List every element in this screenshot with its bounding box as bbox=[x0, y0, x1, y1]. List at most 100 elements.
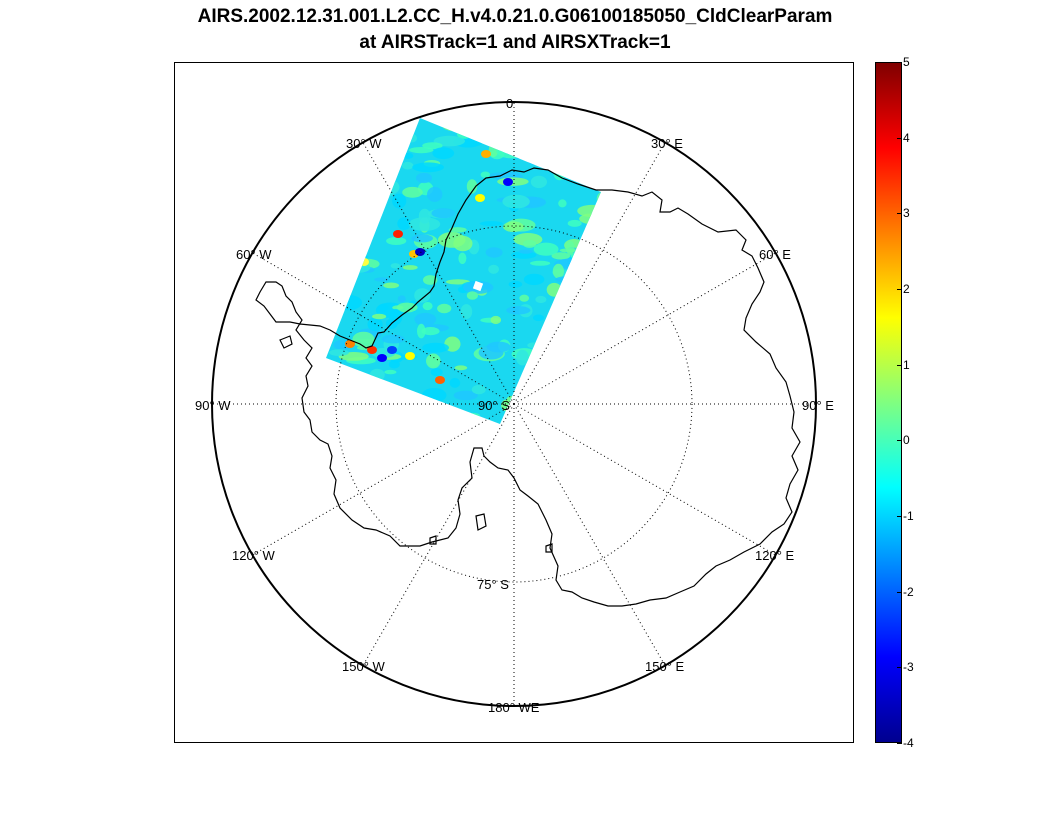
colorbar-tick-mark bbox=[897, 213, 902, 215]
swath-texture-blob bbox=[396, 302, 418, 313]
swath-texture-blob bbox=[585, 142, 601, 158]
swath-texture-blob bbox=[547, 341, 573, 353]
swath-texture-blob bbox=[352, 331, 375, 348]
swath-texture-blob bbox=[582, 361, 600, 367]
meridian-line bbox=[252, 403, 515, 556]
swath-texture-blob bbox=[532, 314, 545, 322]
swath-texture-blob bbox=[527, 342, 541, 349]
swath-texture-blob bbox=[402, 152, 414, 159]
swath-texture-blob bbox=[509, 395, 522, 409]
swath-texture-blob bbox=[540, 329, 555, 341]
swath-texture-blob bbox=[331, 191, 352, 202]
lon-90e-label: 90° E bbox=[802, 398, 834, 413]
swath-texture-blob bbox=[453, 390, 478, 401]
swath-anomaly bbox=[359, 258, 369, 266]
swath-texture-blob bbox=[426, 353, 441, 369]
lon-150w-label: 150° W bbox=[342, 659, 386, 674]
swath-texture-blob bbox=[375, 189, 394, 198]
swath-texture-blob bbox=[348, 237, 363, 247]
swath-texture-blob bbox=[369, 368, 385, 382]
swath-texture-blob bbox=[458, 252, 467, 264]
colorbar-tick-mark bbox=[897, 289, 902, 290]
swath-texture-blob bbox=[402, 186, 423, 198]
swath-texture-blob bbox=[518, 249, 533, 254]
swath-texture-blob bbox=[533, 242, 559, 256]
meridian-line bbox=[513, 403, 776, 556]
lon-30e-label: 30° E bbox=[651, 136, 683, 151]
swath-texture-blob bbox=[359, 163, 371, 173]
swath-texture-blob bbox=[546, 282, 562, 297]
swath-texture-blob bbox=[534, 118, 562, 128]
swath-texture-blob bbox=[490, 315, 502, 325]
swath-anomaly bbox=[481, 150, 491, 158]
swath-texture-blob bbox=[372, 313, 387, 320]
swath-texture-blob bbox=[567, 219, 582, 227]
swath-texture-blob bbox=[414, 312, 437, 326]
swath-texture-blob bbox=[550, 383, 578, 397]
swath-texture-blob bbox=[466, 291, 478, 300]
lat-75s-label: 75° S bbox=[477, 577, 509, 592]
swath-texture-blob bbox=[577, 204, 601, 217]
colorbar-tick-label: 5 bbox=[903, 55, 910, 69]
swath-texture-blob bbox=[326, 259, 336, 271]
swath-anomaly bbox=[475, 194, 485, 202]
swath-texture-blob bbox=[326, 264, 344, 276]
swath-anomaly bbox=[393, 230, 403, 238]
swath-texture-blob bbox=[561, 362, 572, 367]
swath-texture-blob bbox=[422, 302, 433, 311]
swath-texture-blob bbox=[345, 240, 354, 252]
swath-texture-blob bbox=[569, 147, 595, 160]
swath-texture-blob bbox=[427, 186, 443, 202]
swath-missing-cell bbox=[472, 280, 484, 292]
swath-texture-blob bbox=[366, 159, 379, 168]
lon-90w-label: 90° W bbox=[195, 398, 231, 413]
swath-texture-blob bbox=[357, 152, 385, 165]
swath-texture-blob bbox=[392, 305, 404, 310]
swath-texture-blob bbox=[465, 412, 480, 419]
swath-texture-blob bbox=[561, 363, 579, 377]
swath-texture-blob bbox=[409, 147, 434, 154]
swath-texture-blob bbox=[386, 237, 407, 245]
swath-texture-blob bbox=[578, 346, 597, 357]
colorbar-tick-mark bbox=[897, 667, 902, 669]
colorbar-tick-label: 3 bbox=[903, 206, 910, 221]
colorbar-tick-label: -2 bbox=[903, 584, 914, 599]
swath-texture-blob bbox=[409, 394, 422, 402]
lon-30w-label: 30° W bbox=[346, 136, 382, 151]
swath-texture-blob bbox=[380, 146, 395, 163]
swath-texture-blob bbox=[480, 171, 490, 178]
swath-texture-blob bbox=[384, 369, 397, 375]
swath-texture-blob bbox=[551, 252, 571, 260]
lon-120e-label: 120° E bbox=[755, 548, 795, 563]
swath-texture-blob bbox=[597, 313, 601, 326]
swath-texture-blob bbox=[351, 173, 368, 179]
swath-texture-blob bbox=[508, 280, 523, 288]
swath-texture-blob bbox=[388, 360, 400, 369]
swath-texture-blob bbox=[455, 118, 467, 128]
colorbar-tick-label: -1 bbox=[903, 509, 914, 523]
swath-texture-blob bbox=[460, 304, 473, 320]
swath-texture-blob bbox=[466, 179, 478, 194]
swath-texture-blob bbox=[535, 295, 547, 304]
swath-texture-blob bbox=[416, 172, 432, 184]
colorbar-tick-mark bbox=[897, 440, 902, 442]
swath-texture-blob bbox=[407, 134, 417, 143]
swath-texture-blob bbox=[430, 368, 443, 377]
swath-texture-blob bbox=[408, 217, 441, 232]
swath-texture-blob bbox=[402, 161, 414, 170]
map-boundary-circle bbox=[211, 101, 817, 707]
swath-texture-blob bbox=[601, 119, 610, 126]
swath-texture-blob bbox=[454, 365, 468, 371]
colorbar-tick-label: -3 bbox=[903, 660, 914, 675]
lon-0-label: 0 bbox=[506, 96, 513, 111]
swath-texture-blob bbox=[544, 337, 554, 349]
colorbar-tick-mark bbox=[897, 137, 902, 139]
swath-texture-blob bbox=[361, 408, 372, 423]
lat-90s-label: 90° S bbox=[478, 398, 510, 413]
swath-anomaly bbox=[345, 340, 355, 348]
swath-texture-blob bbox=[329, 349, 349, 356]
swath-texture-blob bbox=[368, 168, 384, 185]
lon-120w-label: 120° W bbox=[232, 548, 276, 563]
swath-texture-blob bbox=[502, 194, 530, 209]
colorbar-tick-label: 1 bbox=[903, 357, 910, 372]
